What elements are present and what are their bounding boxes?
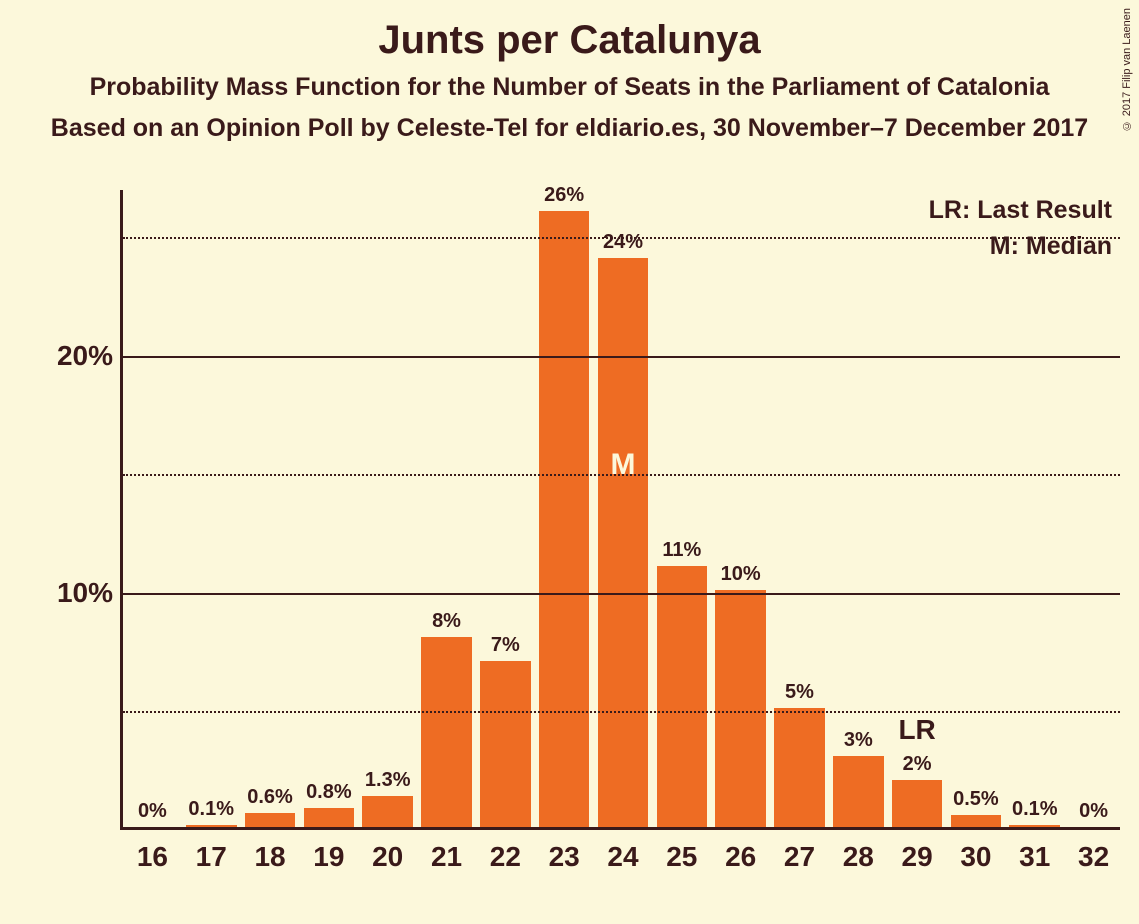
median-marker: M (598, 448, 649, 482)
bar: 3% (833, 756, 884, 827)
bar: 0.5% (951, 815, 1002, 827)
bar-value-label: 7% (480, 634, 531, 661)
bar-value-label: 0.6% (245, 786, 296, 813)
chart-subtitle-2: Based on an Opinion Poll by Celeste-Tel … (0, 114, 1139, 143)
bar: 0.8% (304, 808, 355, 827)
bar-value-label: 8% (421, 610, 472, 637)
bar-value-label: 5% (774, 681, 825, 708)
gridline-major (123, 593, 1120, 595)
chart-container: LR: Last Result M: Median 0%0.1%0.6%0.8%… (40, 190, 1120, 900)
x-tick-label: 24 (594, 827, 653, 873)
x-tick-label: 22 (476, 827, 535, 873)
x-tick-label: 19 (299, 827, 358, 873)
bar: 1.3% (362, 796, 413, 827)
gridline-major (123, 356, 1120, 358)
bar: 10% (715, 590, 766, 827)
bar-value-label: 24% (598, 231, 649, 258)
bar-value-label: 1.3% (362, 769, 413, 796)
chart-subtitle-1: Probability Mass Function for the Number… (0, 73, 1139, 102)
y-tick-label: 10% (43, 577, 113, 609)
bar: 26% (539, 211, 590, 827)
copyright-text: © 2017 Filip van Laenen (1121, 8, 1133, 131)
bar-value-label: 3% (833, 729, 884, 756)
bars-layer: 0%0.1%0.6%0.8%1.3%8%7%26%24%M11%10%5%3%2… (123, 190, 1120, 827)
bar: 5% (774, 708, 825, 827)
bar: 7% (480, 661, 531, 827)
x-tick-label: 18 (241, 827, 300, 873)
bar: 24%M (598, 258, 649, 827)
x-tick-label: 30 (947, 827, 1006, 873)
bar-value-label: 0.5% (951, 788, 1002, 815)
x-tick-label: 23 (535, 827, 594, 873)
x-tick-label: 29 (888, 827, 947, 873)
bar-value-label: 2% (892, 753, 943, 780)
bar-value-label: 0% (127, 800, 178, 827)
bar-value-label: 11% (657, 539, 708, 566)
bar-value-label: 26% (539, 184, 590, 211)
bar: 8% (421, 637, 472, 827)
plot-area: LR: Last Result M: Median 0%0.1%0.6%0.8%… (120, 190, 1120, 830)
bar-value-label: 0% (1068, 800, 1119, 827)
x-tick-label: 21 (417, 827, 476, 873)
bar: 11% (657, 566, 708, 827)
bar-value-label: 0.1% (186, 798, 237, 825)
bar-value-label: 0.1% (1009, 798, 1060, 825)
x-tick-label: 20 (358, 827, 417, 873)
x-tick-label: 16 (123, 827, 182, 873)
x-tick-label: 32 (1064, 827, 1123, 873)
bar: 2%LR (892, 780, 943, 827)
x-tick-label: 25 (652, 827, 711, 873)
gridline-minor (123, 711, 1120, 713)
last-result-marker: LR (892, 714, 943, 746)
x-tick-label: 27 (770, 827, 829, 873)
bar: 0.6% (245, 813, 296, 827)
chart-title: Junts per Catalunya (0, 0, 1139, 63)
y-tick-label: 20% (43, 340, 113, 372)
x-tick-label: 28 (829, 827, 888, 873)
bar-value-label: 10% (715, 563, 766, 590)
bar-value-label: 0.8% (304, 781, 355, 808)
gridline-minor (123, 474, 1120, 476)
gridline-minor (123, 237, 1120, 239)
x-tick-label: 17 (182, 827, 241, 873)
x-tick-label: 31 (1005, 827, 1064, 873)
x-tick-label: 26 (711, 827, 770, 873)
